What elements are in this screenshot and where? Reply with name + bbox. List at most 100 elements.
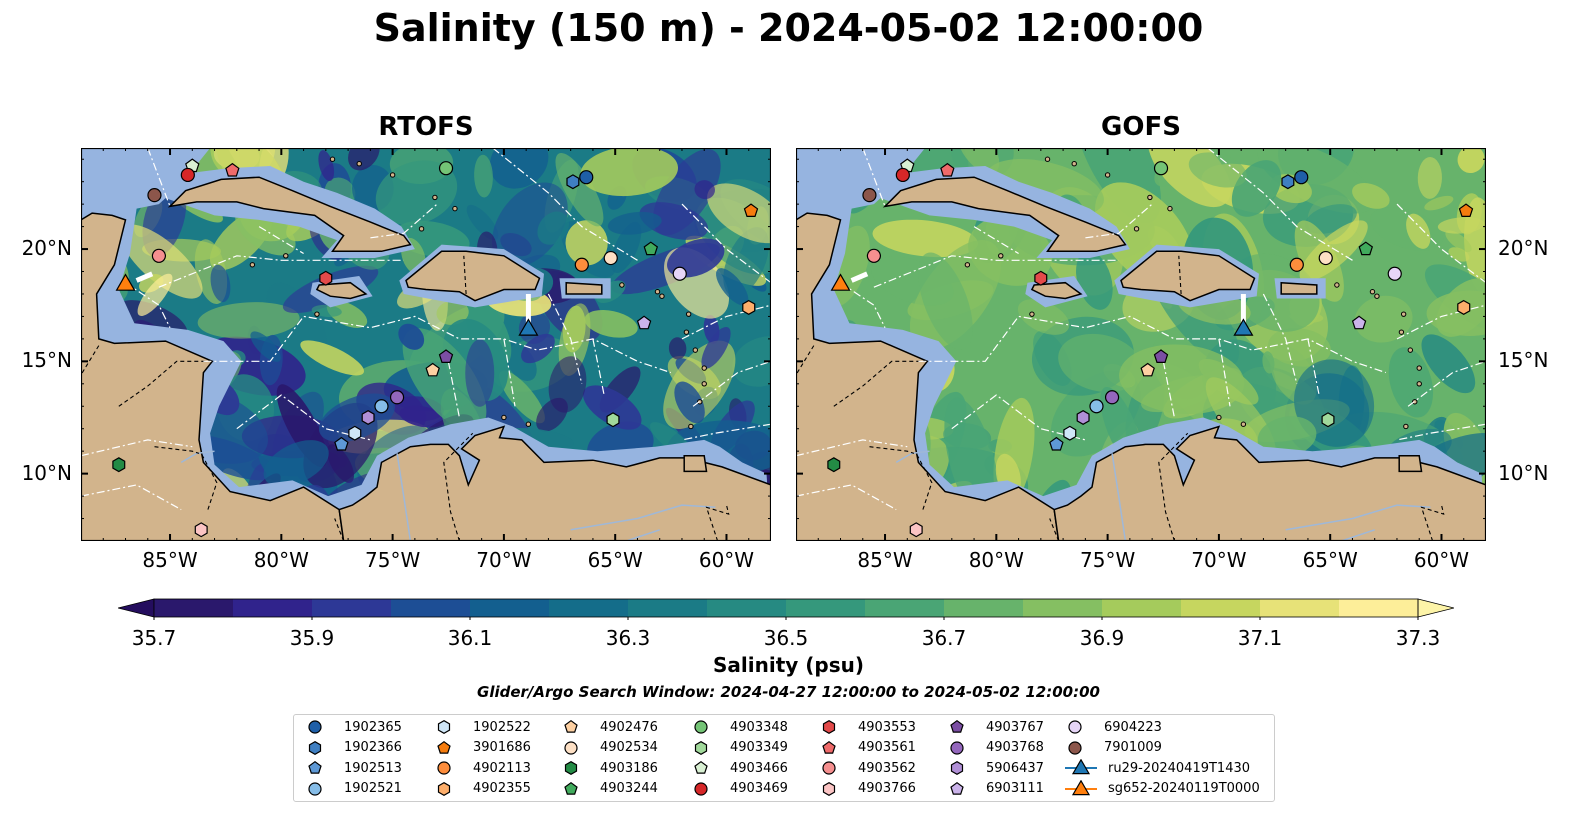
legend-pentagon-icon[interactable] (950, 781, 964, 795)
lat-label-right: 15°N (1498, 348, 1549, 373)
float-4902476[interactable] (1140, 362, 1155, 377)
float-4903244[interactable] (1358, 241, 1374, 256)
legend-circle-icon[interactable] (822, 761, 836, 775)
float-4903348[interactable] (1153, 161, 1169, 176)
legend-hexagon-icon[interactable] (950, 761, 964, 775)
legend-pentagon-icon[interactable] (564, 719, 578, 733)
float-4902113[interactable] (1289, 257, 1304, 272)
island (452, 205, 458, 212)
float-4903349[interactable] (1321, 412, 1335, 428)
legend-pentagon-icon[interactable] (564, 781, 578, 795)
salinity-patch (1424, 195, 1454, 211)
legend-item-6903111: 6903111 (946, 779, 1044, 799)
salinity-patch (436, 300, 469, 325)
legend-circle-icon[interactable] (694, 781, 708, 796)
float-4903768[interactable] (389, 390, 405, 405)
float-1902365[interactable] (1294, 170, 1309, 185)
legend-pentagon-icon[interactable] (950, 719, 964, 733)
float-4902476[interactable] (425, 362, 440, 377)
float-1902366[interactable] (566, 174, 580, 190)
float-3901686[interactable] (743, 203, 759, 218)
float-4903766[interactable] (909, 522, 923, 538)
legend-hexagon-icon[interactable] (822, 781, 836, 796)
legend-circle-icon[interactable] (308, 720, 322, 734)
legend-circle-icon[interactable] (694, 720, 708, 734)
float-4903553[interactable] (319, 270, 333, 286)
colorbar-tick-label: 36.9 (1079, 626, 1125, 650)
glider-ru29-20240419T1430[interactable] (518, 318, 539, 336)
legend-triangle-icon[interactable] (1071, 759, 1091, 775)
legend-triangle-icon[interactable] (1071, 779, 1091, 795)
legend-circle-icon[interactable] (1068, 720, 1082, 734)
float-6904223[interactable] (672, 266, 687, 281)
float-4902534[interactable] (603, 250, 618, 266)
map-panel-gofs[interactable] (796, 148, 1486, 541)
legend-hexagon-icon[interactable] (564, 761, 578, 775)
float-4903186[interactable] (112, 457, 126, 473)
float-6904223[interactable] (1387, 266, 1402, 281)
legend-label: 4903348 (730, 719, 788, 735)
eez-boundary (203, 315, 671, 374)
island (701, 365, 707, 371)
float-4903767[interactable] (438, 349, 454, 363)
float-4903768[interactable] (1104, 390, 1120, 405)
legend-hexagon-icon[interactable] (437, 720, 451, 734)
glider-sg652-20240119T0000[interactable] (115, 273, 136, 291)
float-1902522[interactable] (1063, 425, 1077, 441)
float-5906437[interactable] (1076, 410, 1090, 425)
float-7901009[interactable] (862, 188, 877, 203)
float-4903553[interactable] (1034, 270, 1048, 286)
float-1902521[interactable] (374, 399, 389, 414)
float-4903469[interactable] (895, 167, 910, 183)
island (1029, 311, 1035, 317)
float-4902113[interactable] (574, 257, 589, 272)
legend-circle-icon[interactable] (950, 740, 964, 755)
legend-hexagon-icon[interactable] (437, 781, 451, 796)
float-7901009[interactable] (147, 188, 162, 203)
float-4902355[interactable] (742, 299, 756, 315)
legend-hexagon-icon[interactable] (694, 740, 708, 755)
legend-pentagon-icon[interactable] (308, 760, 322, 774)
float-4903244[interactable] (643, 241, 659, 256)
float-4902355[interactable] (1457, 299, 1471, 315)
legend-circle-icon[interactable] (1068, 740, 1082, 755)
float-4903767[interactable] (1153, 349, 1169, 363)
land-centralAmerica (796, 148, 1060, 541)
float-3901686[interactable] (1458, 203, 1474, 218)
legend-pentagon-icon[interactable] (694, 760, 708, 774)
float-4903469[interactable] (180, 167, 195, 183)
float-1902513[interactable] (334, 436, 349, 451)
legend-circle-icon[interactable] (564, 740, 578, 755)
float-4903562[interactable] (151, 248, 167, 263)
glider-sg652-20240119T0000[interactable] (830, 273, 851, 291)
legend-pentagon-icon[interactable] (822, 740, 836, 754)
glider-ru29-20240419T1430[interactable] (1233, 318, 1254, 336)
legend-circle-icon[interactable] (437, 761, 451, 775)
eez-boundary (1396, 203, 1486, 284)
salinity-patch (137, 273, 173, 317)
legend-hexagon-icon[interactable] (822, 720, 836, 734)
float-1902366[interactable] (1281, 174, 1295, 190)
float-1902522[interactable] (348, 425, 362, 441)
float-6903111[interactable] (636, 315, 652, 330)
float-5906437[interactable] (361, 410, 375, 425)
legend-pentagon-icon[interactable] (437, 740, 451, 754)
legend-hexagon-icon[interactable] (308, 740, 322, 755)
float-4903561[interactable] (225, 162, 240, 177)
float-6903111[interactable] (1351, 315, 1367, 330)
float-4903349[interactable] (606, 412, 620, 428)
float-4903186[interactable] (827, 457, 841, 473)
map-panel-rtofs[interactable] (81, 148, 771, 541)
float-4903562[interactable] (866, 248, 882, 263)
legend-circle-icon[interactable] (308, 781, 322, 796)
eez-boundary (1396, 304, 1486, 340)
salinity-patch (499, 370, 545, 424)
float-4903348[interactable] (438, 161, 454, 176)
float-4902534[interactable] (1318, 250, 1333, 266)
float-1902513[interactable] (1049, 436, 1064, 451)
float-4903766[interactable] (194, 522, 208, 538)
float-1902521[interactable] (1089, 399, 1104, 414)
salinity-patch (1198, 358, 1259, 405)
float-4903561[interactable] (940, 162, 955, 177)
float-1902365[interactable] (579, 170, 594, 185)
